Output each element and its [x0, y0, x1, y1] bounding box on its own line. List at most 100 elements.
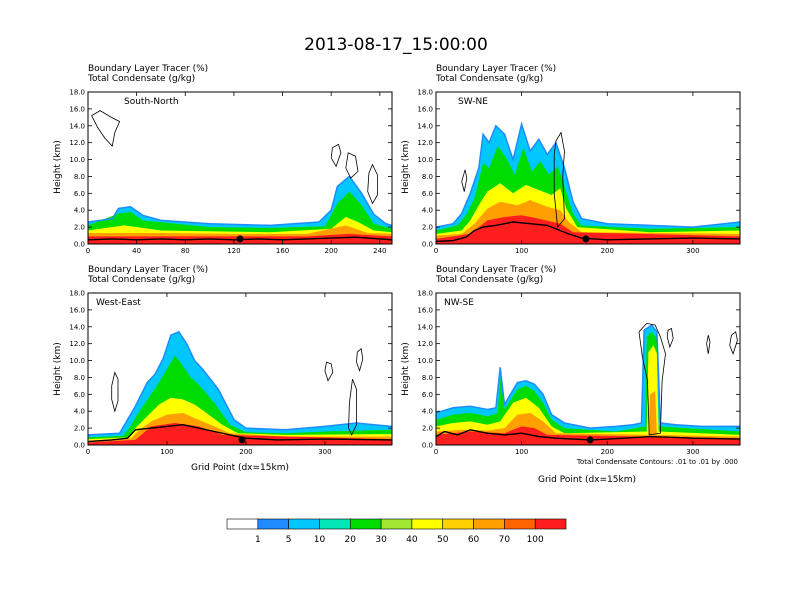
ytick-label: 18.0: [417, 89, 433, 97]
condensate-contour: [348, 378, 357, 436]
condensate-contour: [461, 169, 468, 192]
panel-2-subtitle-tracer: Boundary Layer Tracer (%): [88, 265, 208, 275]
xtick-label: 160: [276, 247, 289, 255]
panel-1-subtitle-tracer: Boundary Layer Tracer (%): [436, 64, 556, 74]
ytick-label: 0.0: [422, 442, 433, 450]
colorbar-label: 30: [375, 535, 387, 545]
panel-0-ylabel: Height (km): [53, 140, 63, 194]
panel-0-subtitle-condensate: Total Condensate (g/kg): [87, 74, 195, 84]
ytick-label: 10.0: [417, 156, 433, 164]
ytick-label: 10.0: [417, 357, 433, 365]
ytick-label: 4.0: [74, 207, 85, 215]
condensate-contour: [345, 152, 359, 179]
ytick-label: 6.0: [422, 190, 433, 198]
location-marker: [236, 235, 244, 243]
panel-2-xlabel: Grid Point (dx=15km): [191, 463, 289, 473]
panel-2-subtitle-condensate: Total Condensate (g/kg): [87, 275, 195, 285]
panel-3-footnote: Total Condensate Contours: .01 to .01 by…: [576, 458, 738, 466]
colorbar-swatch: [380, 518, 413, 530]
colorbar-label: 20: [345, 535, 357, 545]
xtick-label: 300: [686, 448, 699, 456]
ytick-label: 6.0: [74, 391, 85, 399]
xtick-label: 200: [325, 247, 338, 255]
ytick-label: 12.0: [417, 340, 433, 348]
ytick-label: 6.0: [74, 190, 85, 198]
colorbar-label: 40: [406, 535, 418, 545]
plot-frame: [435, 91, 741, 245]
colorbar-swatch: [226, 518, 259, 530]
ytick-label: 2.0: [74, 224, 85, 232]
panel-1-region-label: SW-NE: [458, 97, 488, 107]
condensate-contour: [729, 331, 738, 355]
condensate-contour: [706, 335, 711, 354]
tracer-edge-line: [88, 330, 392, 436]
ytick-label: 8.0: [422, 173, 433, 181]
ytick-label: 2.0: [74, 425, 85, 433]
condensate-contour: [367, 163, 378, 205]
terrain-line: [436, 429, 740, 441]
condensate-contour: [91, 110, 121, 147]
xtick-label: 100: [515, 247, 528, 255]
location-marker: [586, 436, 594, 444]
xtick-label: 120: [227, 247, 240, 255]
panel-0-subtitle-tracer: Boundary Layer Tracer (%): [88, 64, 208, 74]
panel-1-plot: 0.0 2.0 4.0 6.0 8.0 10.0 12.0 14.0 16.0 18.0 0 100 2…: [417, 89, 741, 255]
xtick-label: 300: [686, 247, 699, 255]
condensate-contour: [666, 327, 674, 349]
tracer-level-100-area: [436, 426, 740, 445]
ytick-label: 6.0: [422, 391, 433, 399]
panel-3-region-label: NW-SE: [444, 298, 474, 308]
panel-sw-ne: Boundary Layer Tracer (%) Total Condensa…: [401, 64, 741, 255]
condensate-contour: [638, 322, 666, 436]
colorbar-swatch: [319, 518, 351, 530]
xtick-label: 200: [239, 448, 252, 456]
ytick-label: 16.0: [69, 306, 85, 314]
panel-3-subtitle-tracer: Boundary Layer Tracer (%): [436, 265, 556, 275]
panel-1-subtitle-condensate: Total Condensate (g/kg): [435, 74, 543, 84]
ytick-label: 10.0: [69, 156, 85, 164]
colorbar-swatch: [473, 518, 505, 530]
xtick-label: 200: [601, 448, 614, 456]
ytick-label: 18.0: [69, 290, 85, 298]
colorbar-label: 10: [314, 535, 326, 545]
plot-frame: [87, 91, 393, 245]
ytick-label: 18.0: [417, 290, 433, 298]
xtick-label: 100: [160, 448, 173, 456]
panel-1-ylabel: Height (km): [401, 140, 411, 194]
panel-3-plot: 0.0 2.0 4.0 6.0 8.0 10.0 12.0 14.0 16.0 18.0 0 100 2…: [417, 290, 741, 456]
panel-0-plot: 0.0 2.0 4.0 6.0 8.0 10.0 12.0 14.0 16.0 18.0 0 40 80…: [69, 89, 393, 255]
tracer-edge-line: [436, 121, 740, 228]
ytick-label: 16.0: [69, 105, 85, 113]
colorbar-swatch: [411, 518, 444, 530]
colorbar-label: 100: [527, 535, 544, 545]
colorbar-label: 60: [468, 535, 480, 545]
panel-2-region-label: West-East: [96, 298, 141, 308]
colorbar-swatch: [504, 518, 536, 530]
xtick-label: 40: [132, 247, 141, 255]
colorbar-label: 1: [255, 535, 261, 545]
ytick-label: 14.0: [69, 323, 85, 331]
ytick-label: 8.0: [74, 374, 85, 382]
colorbar-swatch: [534, 518, 567, 530]
colorbar-swatch: [442, 518, 474, 530]
panel-2-plot: 0.0 2.0 4.0 6.0 8.0 10.0 12.0 14.0 16.0 18.0 0 100 2…: [69, 290, 393, 456]
panel-west-east: Boundary Layer Tracer (%) Total Condensa…: [53, 265, 393, 473]
panel-2-ylabel: Height (km): [53, 342, 63, 396]
condensate-contour: [330, 143, 342, 168]
ytick-label: 14.0: [417, 323, 433, 331]
panel-3-xlabel: Grid Point (dx=15km): [538, 475, 636, 485]
xtick-label: 0: [86, 448, 90, 456]
xtick-label: 100: [515, 448, 528, 456]
condensate-contour: [324, 361, 334, 382]
ytick-label: 14.0: [417, 122, 433, 130]
panel-3-subtitle-condensate: Total Condensate (g/kg): [435, 275, 543, 285]
ytick-label: 8.0: [74, 173, 85, 181]
ytick-label: 4.0: [74, 408, 85, 416]
ytick-label: 12.0: [69, 340, 85, 348]
ytick-label: 8.0: [422, 374, 433, 382]
tracer-edge-line: [88, 175, 392, 227]
condensate-contour: [553, 131, 565, 229]
ytick-label: 4.0: [422, 207, 433, 215]
plot-frame: [435, 292, 741, 446]
ytick-label: 10.0: [69, 357, 85, 365]
